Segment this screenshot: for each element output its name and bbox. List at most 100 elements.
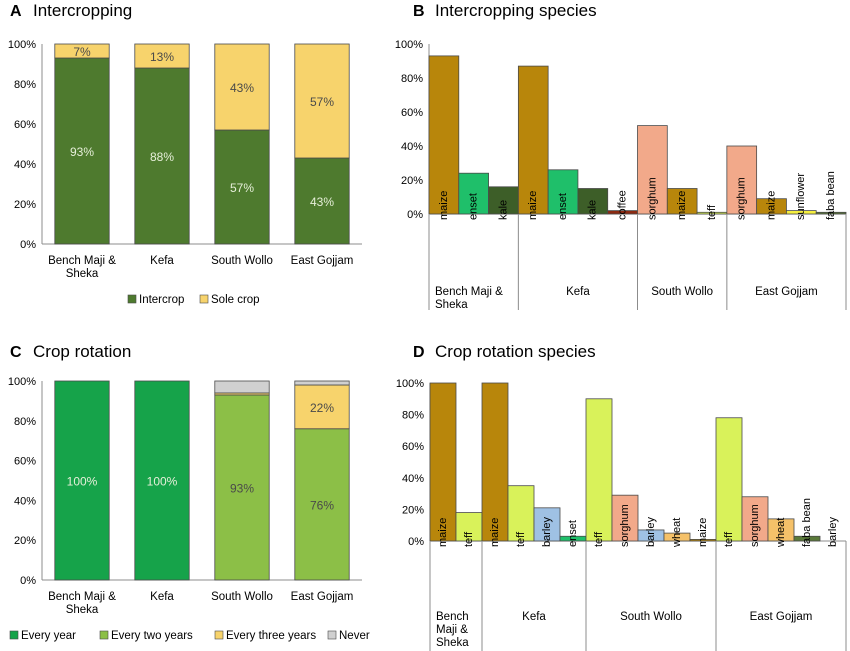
bar	[726, 145, 758, 215]
legend-swatch	[9, 630, 19, 640]
y-tick-label: 0%	[408, 536, 424, 548]
data-label: 88%	[150, 150, 174, 164]
stacked-bar-segment	[54, 43, 110, 59]
x-category-label: maize	[527, 191, 539, 220]
x-category-label: maize	[697, 518, 709, 547]
legend-label: Sole crop	[211, 294, 260, 306]
panel-a-letter: A	[10, 3, 22, 20]
x-category-label: East Gojjam	[291, 255, 354, 267]
y-tick-label: 40%	[401, 141, 423, 153]
y-tick-label: 60%	[14, 119, 36, 131]
panel-a-title-text: Intercropping	[33, 1, 132, 20]
panel-b-title: B Intercropping species	[413, 1, 597, 20]
legend-label: Never	[339, 630, 370, 642]
x-category-label: wheat	[775, 518, 787, 548]
stacked-bar-segment	[294, 384, 350, 430]
y-tick-label: 40%	[14, 159, 36, 171]
stacked-bar-segment	[214, 394, 270, 581]
y-tick-label: 0%	[20, 575, 36, 587]
y-tick-label: 40%	[14, 495, 36, 507]
x-category-label: sorghum	[736, 177, 748, 220]
data-label: 57%	[310, 95, 334, 109]
legend-swatch	[99, 630, 109, 640]
bar	[577, 188, 609, 215]
stacked-bar-segment	[54, 57, 110, 245]
data-label: 76%	[310, 498, 334, 512]
x-category-label: barley	[827, 517, 839, 547]
y-tick-label: 100%	[8, 39, 36, 51]
x-category-label: sunflower	[795, 173, 807, 220]
x-category-label: barley	[645, 517, 657, 547]
x-category-label: faba bean	[801, 498, 813, 547]
panel-d-letter: D	[413, 344, 425, 361]
y-tick-label: 100%	[396, 378, 424, 390]
bar	[767, 518, 795, 542]
bar	[663, 532, 691, 542]
data-label: 22%	[310, 401, 334, 415]
y-tick-label: 80%	[14, 416, 36, 428]
panel-c-chart: 0% 20% 40% 60% 80% 100% 100% Bench Maji &Sheka 1…	[8, 376, 370, 642]
data-label: 7%	[73, 45, 91, 59]
stacked-bar-segment	[134, 380, 190, 581]
x-category-label: enset	[557, 193, 569, 220]
bar	[517, 65, 549, 215]
legend-label: Every two years	[111, 630, 193, 642]
x-category-label: teff	[723, 531, 735, 547]
y-tick-label: 100%	[395, 39, 423, 51]
y-tick-label: 60%	[401, 107, 423, 119]
y-tick-label: 100%	[8, 376, 36, 388]
x-category-label: enset	[468, 193, 480, 220]
bar	[455, 512, 483, 542]
group-label: Kefa	[566, 286, 590, 298]
group-label: Kefa	[522, 611, 546, 623]
x-category-label: maize	[765, 191, 777, 220]
stacked-bar-segment	[134, 67, 190, 245]
group-label: Maji &	[436, 624, 468, 636]
y-tick-label: 20%	[14, 199, 36, 211]
group-label: Bench	[436, 611, 469, 623]
group-label: Sheka	[436, 637, 469, 649]
x-category-label: sorghum	[749, 504, 761, 547]
panel-c-letter: C	[10, 344, 22, 361]
stacked-bar-segment	[54, 380, 110, 581]
y-tick-label: 80%	[14, 79, 36, 91]
bar	[611, 494, 639, 542]
bar	[793, 535, 821, 542]
bar	[756, 198, 787, 215]
x-category-label: kale	[497, 200, 509, 220]
x-category-label: maize	[437, 518, 449, 547]
y-tick-label: 60%	[402, 441, 424, 453]
data-label: 43%	[310, 195, 334, 209]
stacked-bar-segment	[294, 43, 350, 159]
y-tick-label: 80%	[402, 410, 424, 422]
bar	[585, 398, 613, 542]
legend-label: Every three years	[226, 630, 316, 642]
legend-swatch	[199, 294, 209, 304]
legend-swatch	[214, 630, 224, 640]
x-category-label: maize	[438, 191, 450, 220]
stacked-bar-segment	[134, 43, 190, 69]
group-label: South Wollo	[620, 611, 682, 623]
y-tick-label: 20%	[401, 175, 423, 187]
bar	[741, 496, 769, 542]
y-tick-label: 20%	[14, 535, 36, 547]
bar	[428, 55, 460, 215]
x-category-label: Kefa	[150, 255, 174, 267]
group-label: East Gojjam	[750, 611, 813, 623]
stacked-bar-segment	[294, 380, 350, 386]
y-tick-label: 0%	[20, 239, 36, 251]
data-label: 13%	[150, 50, 174, 64]
data-label: 43%	[230, 81, 254, 95]
x-category-label: Bench Maji &	[48, 591, 116, 603]
x-category-label: sorghum	[646, 177, 658, 220]
panel-b-letter: B	[413, 3, 425, 20]
bar	[715, 417, 743, 542]
y-tick-label: 80%	[401, 73, 423, 85]
x-category-label: teff	[515, 531, 527, 547]
x-category-label: teff	[706, 204, 718, 220]
x-category-label: Sheka	[66, 604, 99, 616]
x-category-label: Sheka	[66, 268, 99, 280]
x-category-label: South Wollo	[211, 255, 273, 267]
x-category-label: South Wollo	[211, 591, 273, 603]
legend-swatch	[327, 630, 337, 640]
